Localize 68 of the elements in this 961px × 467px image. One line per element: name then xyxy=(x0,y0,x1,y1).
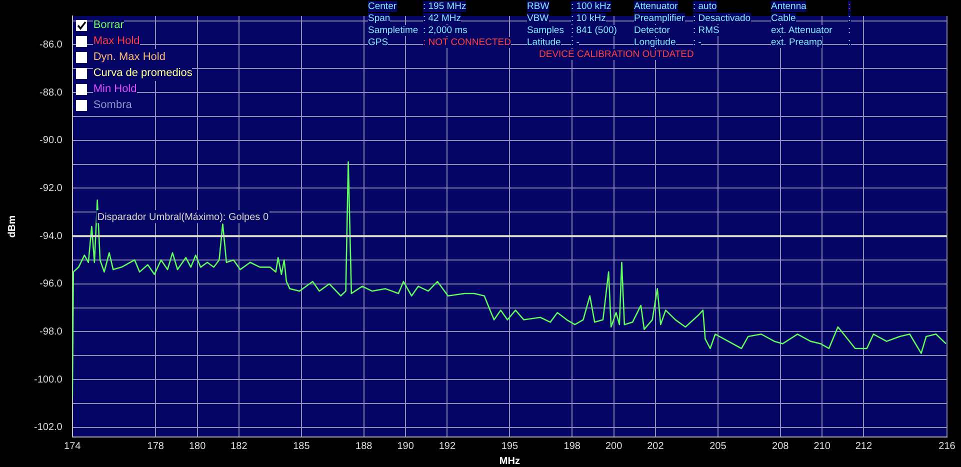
y-tick-label: -90.0 xyxy=(40,135,63,146)
annotation: Span xyxy=(368,13,390,24)
x-tick-label: 202 xyxy=(647,440,664,452)
annotation: : 42 MHz xyxy=(423,13,462,24)
text: Attenuator xyxy=(634,1,678,12)
annotation: Detector xyxy=(634,25,670,36)
x-tick-label: 190 xyxy=(397,440,414,452)
x-tick-label: 200 xyxy=(605,440,623,452)
annotation: Sampletime xyxy=(368,25,418,36)
y-tick-label: -98.0 xyxy=(40,326,63,338)
x-tick-label: 182 xyxy=(230,440,248,452)
annotation: ext. Attenuator xyxy=(771,25,832,36)
x-tick-label: 212 xyxy=(855,440,872,452)
x-tick-label: 208 xyxy=(772,440,790,452)
annotation: DEVICE CALIBRATION OUTDATED xyxy=(539,49,694,60)
annotation: : NOT CONNECTED xyxy=(423,37,511,48)
x-tick-label: 210 xyxy=(814,440,831,452)
y-axis-title: dBm xyxy=(6,215,18,238)
annotation: : RMS xyxy=(693,25,720,36)
annotation: Cable xyxy=(771,13,796,24)
annotation: : 841 (500) xyxy=(571,25,617,36)
annotation: : - xyxy=(571,37,580,48)
y-tick-label: -94.0 xyxy=(40,230,63,242)
annotation: : 2,000 ms xyxy=(423,25,468,36)
annotation: : - xyxy=(693,37,702,48)
annotation: : xyxy=(848,37,851,48)
x-tick-label: 188 xyxy=(356,440,373,452)
x-tick-label: 205 xyxy=(710,440,727,452)
annotation: Preamplifier xyxy=(634,13,685,24)
x-tick-label: 192 xyxy=(438,440,456,452)
annotation: Latitude xyxy=(527,37,561,48)
y-tick-label: -92.0 xyxy=(40,182,63,194)
annotation: : 10 kHz xyxy=(571,13,606,24)
annotation: : xyxy=(848,13,851,24)
x-axis-title: MHz xyxy=(499,456,520,467)
annotation: Samples xyxy=(527,25,564,36)
annotation: : xyxy=(848,25,851,36)
x-tick-label: 198 xyxy=(564,440,581,452)
annotation: Curva de promedios xyxy=(93,65,192,81)
y-tick-label: -102.0 xyxy=(34,422,63,434)
x-tick-label: 216 xyxy=(938,440,956,452)
text: : 195 MHz xyxy=(423,1,466,12)
annotation: VBW xyxy=(527,13,549,24)
annotation: Max Hold xyxy=(93,33,140,49)
y-tick-label: -100.0 xyxy=(34,374,63,386)
x-tick-label: 180 xyxy=(188,440,206,452)
ref-line-label: Disparador Umbral(Máximo): Golpes 0 xyxy=(97,212,269,223)
text: Antenna xyxy=(771,1,806,12)
annotation: Min Hold xyxy=(93,81,137,97)
y-tick-label: -86.0 xyxy=(40,39,63,50)
x-tick-label: 174 xyxy=(64,440,82,452)
text: Center xyxy=(368,1,397,12)
annotation: ext. Preamp xyxy=(771,37,822,48)
x-tick-label: 185 xyxy=(293,440,310,452)
text: : auto xyxy=(693,1,717,12)
annotation: Sombra xyxy=(93,97,132,113)
text: : 100 kHz xyxy=(571,1,612,12)
x-tick-label: 195 xyxy=(501,440,518,452)
text: RBW xyxy=(527,1,550,12)
y-tick-label: -96.0 xyxy=(40,278,63,290)
annotation: Dyn. Max Hold xyxy=(93,49,166,65)
y-tick-label: -88.0 xyxy=(40,87,63,98)
text: Borrar xyxy=(93,17,124,33)
x-tick-label: 178 xyxy=(147,440,164,452)
text: : xyxy=(848,1,851,12)
annotation: : Desactivado xyxy=(693,13,751,24)
annotation: GPS xyxy=(368,37,388,48)
annotation: Longitude xyxy=(634,37,676,48)
